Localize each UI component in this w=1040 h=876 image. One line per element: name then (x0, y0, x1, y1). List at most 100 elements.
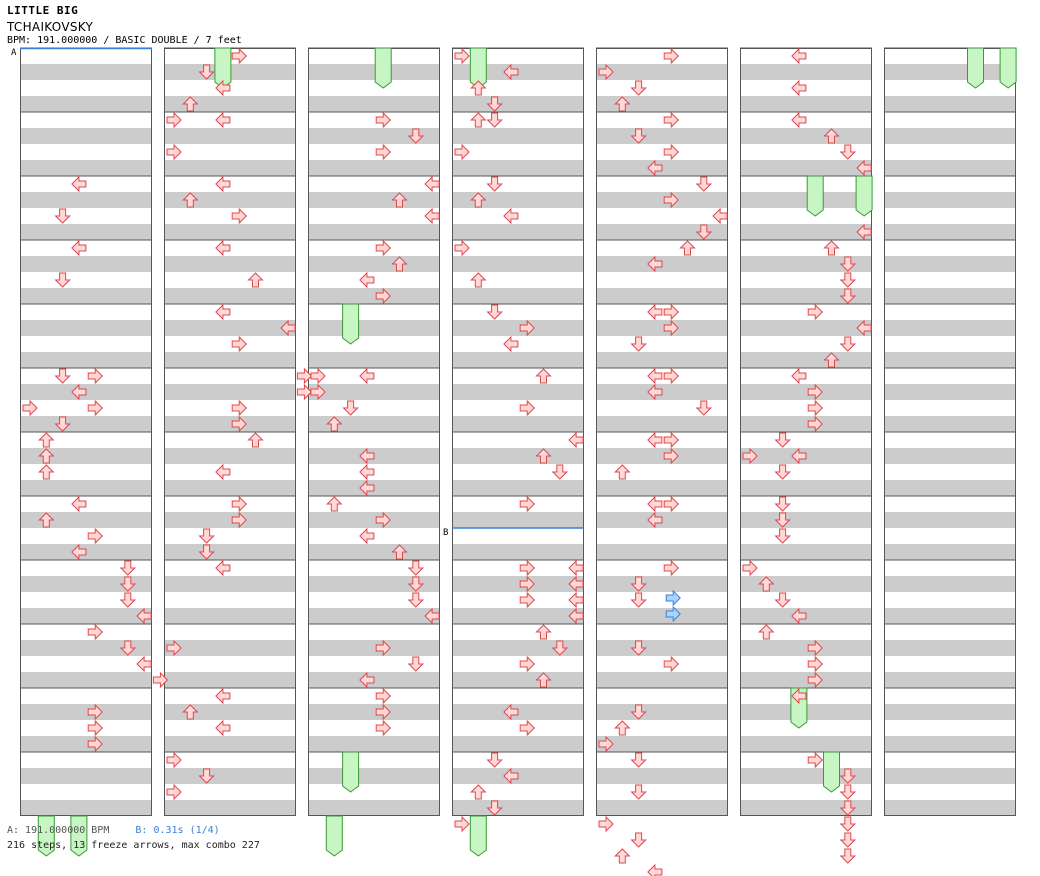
step-arrow (791, 111, 807, 129)
step-arrow (231, 495, 247, 513)
step-arrow (231, 511, 247, 529)
step-arrow (166, 143, 182, 161)
step-arrow (470, 80, 487, 96)
beat-stripe (740, 352, 872, 368)
step-arrow (647, 303, 663, 321)
beat-stripe (164, 256, 296, 272)
beat-stripe (308, 416, 440, 432)
step-arrow (535, 448, 552, 464)
step-arrow (407, 656, 425, 672)
step-arrow (38, 464, 55, 480)
step-arrow (375, 239, 391, 257)
step-arrow (486, 112, 503, 128)
step-arrow (663, 431, 679, 449)
beat-stripe (164, 640, 296, 656)
step-arrow (568, 431, 584, 449)
step-arrow (519, 719, 535, 737)
step-arrow (375, 287, 391, 305)
step-arrow (296, 367, 313, 385)
column-border (740, 48, 872, 816)
step-arrow (71, 175, 87, 193)
beat-stripe (20, 800, 152, 816)
beat-stripe (308, 800, 440, 816)
beat-stripe (164, 96, 296, 112)
step-arrow (470, 112, 487, 128)
beat-stripe (164, 512, 296, 528)
step-arrow (87, 623, 103, 641)
step-arrow (647, 511, 663, 529)
beat-stripe (596, 768, 728, 784)
step-arrow (839, 144, 857, 160)
step-arrow (22, 399, 38, 417)
step-arrow (310, 367, 326, 385)
beat-stripe (308, 736, 440, 752)
step-arrow (774, 592, 791, 608)
step-arrow (71, 495, 87, 513)
beat-stripe (740, 64, 872, 80)
step-arrow (375, 511, 391, 529)
step-arrow (663, 191, 679, 209)
step-arrow (856, 319, 872, 337)
beat-stripe (308, 704, 440, 720)
beat-stripe (884, 416, 1016, 432)
step-arrow (519, 575, 535, 593)
beat-stripe (740, 256, 872, 272)
step-arrow (823, 352, 840, 368)
beat-stripe (164, 288, 296, 304)
step-arrow (391, 256, 408, 272)
step-arrow (215, 559, 231, 577)
beat-stripe (308, 384, 440, 400)
step-arrow (598, 815, 614, 833)
beat-stripe (884, 672, 1016, 688)
beat-stripe (884, 544, 1016, 560)
beat-stripe (740, 640, 872, 656)
step-arrow (630, 80, 647, 96)
stop-arrow (665, 605, 681, 623)
beat-stripe (164, 416, 296, 432)
step-arrow (359, 671, 375, 689)
beat-stripe (20, 288, 152, 304)
beat-stripe (20, 512, 152, 528)
beat-stripe (884, 640, 1016, 656)
step-arrow (614, 96, 631, 112)
beat-stripe (20, 352, 152, 368)
step-arrow (375, 639, 391, 657)
beat-stripe (20, 576, 152, 592)
step-arrow (215, 687, 231, 705)
step-arrow (823, 128, 840, 144)
step-arrow (454, 47, 470, 65)
step-arrow (647, 367, 663, 385)
step-arrow (839, 336, 857, 352)
beat-stripe (452, 512, 584, 528)
step-arrow (551, 640, 569, 656)
beat-stripe (884, 608, 1016, 624)
beat-stripe (308, 768, 440, 784)
step-arrow (119, 592, 137, 608)
step-arrow (87, 527, 103, 545)
beat-stripe (884, 320, 1016, 336)
beat-stripe (308, 256, 440, 272)
step-arrow (247, 272, 264, 288)
step-arrow (598, 63, 614, 81)
step-arrow (166, 639, 182, 657)
beat-stripe (164, 608, 296, 624)
freeze-arrow (823, 751, 840, 793)
step-arrow (503, 703, 519, 721)
step-arrow (486, 752, 503, 768)
beat-stripe (452, 608, 584, 624)
freeze-arrow (806, 175, 824, 217)
beat-stripe (20, 64, 152, 80)
step-arrow (839, 784, 857, 800)
step-arrow (663, 367, 679, 385)
step-arrow (424, 607, 440, 625)
beat-stripe (20, 320, 152, 336)
step-arrow (647, 255, 663, 273)
step-arrow (598, 735, 614, 753)
step-arrow (519, 655, 535, 673)
step-arrow (486, 176, 503, 192)
step-arrow (503, 207, 519, 225)
beat-stripe (596, 288, 728, 304)
beat-stripe (596, 64, 728, 80)
beat-stripe (740, 224, 872, 240)
